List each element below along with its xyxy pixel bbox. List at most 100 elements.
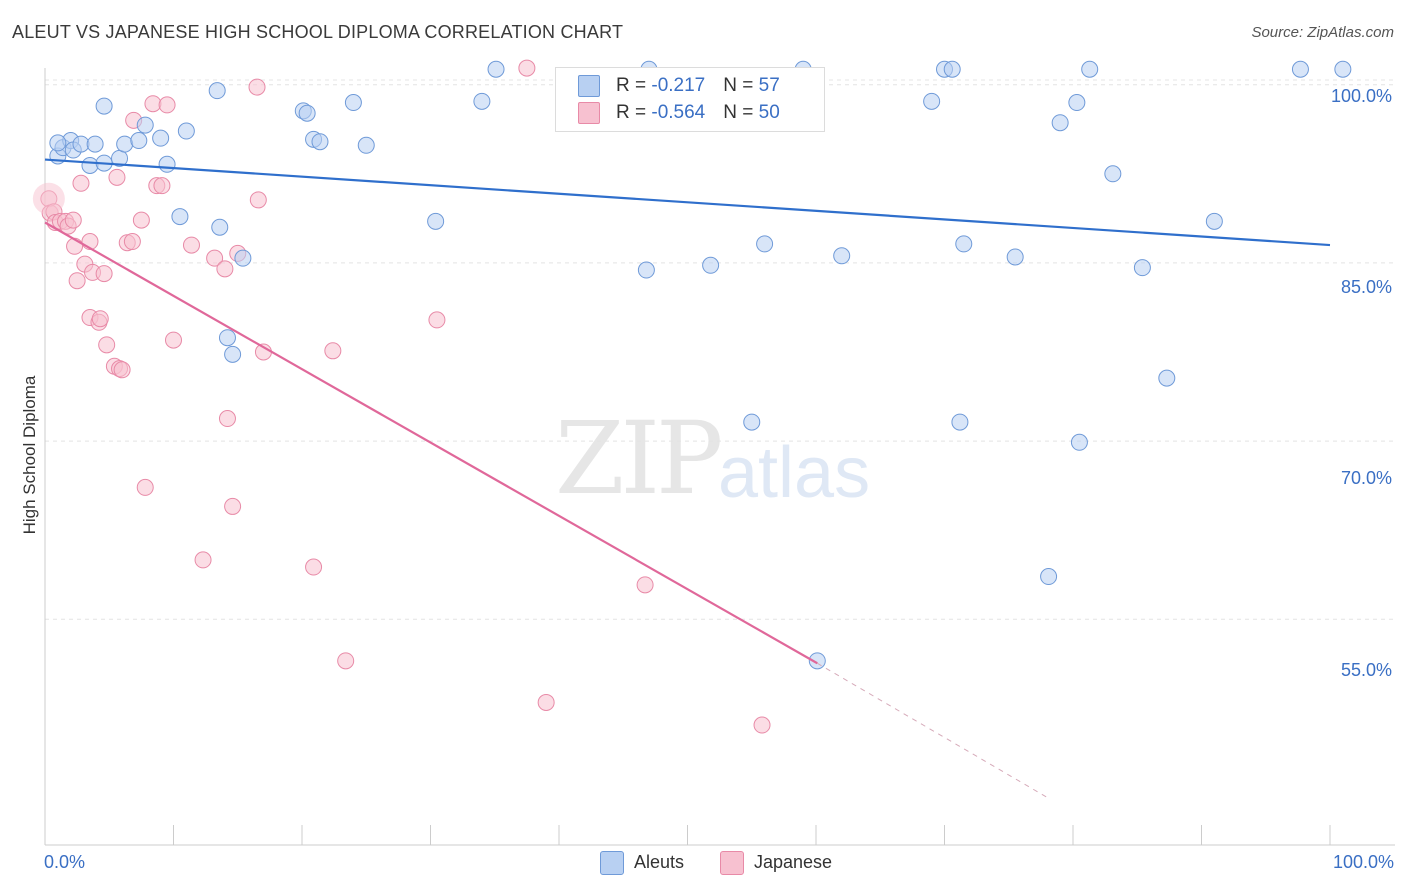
aleuts-point-12 (136, 116, 154, 134)
japanese-point-34 (194, 551, 212, 569)
japanese-point-18 (98, 336, 116, 354)
japanese-point-20 (108, 168, 126, 186)
aleuts-point-11 (130, 132, 148, 150)
aleuts-point-50 (1104, 165, 1122, 183)
aleuts-point-21 (234, 249, 252, 267)
japanese-point-26 (132, 211, 150, 229)
y-tick-label-100: 100.0% (1330, 86, 1392, 106)
aleuts-point-26 (344, 94, 362, 112)
japanese-n-value: 50 (758, 102, 780, 124)
japanese-n-label: N = (723, 102, 759, 124)
aleuts-swatch-icon (578, 75, 600, 97)
japanese-point-28 (144, 95, 162, 113)
japanese-point-40 (248, 78, 266, 96)
aleuts-n-value: 57 (758, 75, 780, 97)
aleuts-point-5 (81, 156, 99, 174)
japanese-point-22 (113, 361, 131, 379)
japanese-point-50 (753, 716, 771, 734)
aleuts-point-54 (1291, 60, 1309, 78)
japanese-point-27 (136, 478, 154, 496)
aleuts-point-23 (298, 104, 316, 122)
aleuts-point-43 (955, 235, 973, 253)
japanese-point-30 (153, 177, 171, 195)
aleuts-point-55 (1334, 60, 1352, 78)
aleuts-point-7 (95, 97, 113, 115)
aleuts-point-46 (1051, 114, 1069, 132)
aleuts-trend-line (44, 158, 1331, 247)
aleuts-legend-icon (600, 851, 624, 875)
japanese-point-9 (68, 272, 86, 290)
aleuts-point-27 (357, 136, 375, 154)
japanese-point-48 (537, 693, 555, 711)
correlation-legend: R = -0.217 N = 57 R = -0.564 N = 50 (555, 67, 825, 132)
japanese-point-33 (182, 236, 200, 254)
aleuts-point-53 (1205, 212, 1223, 230)
watermark-zip: ZIP (555, 400, 723, 517)
aleuts-point-56 (49, 134, 67, 152)
aleuts-point-6 (86, 135, 104, 153)
bottom-legend-aleuts: Aleuts (600, 851, 684, 875)
aleuts-point-38 (833, 247, 851, 265)
japanese-point-41 (249, 191, 267, 209)
aleuts-r-label: R = (616, 75, 652, 97)
japanese-point-38 (224, 497, 242, 515)
japanese-swatch-icon (578, 102, 600, 124)
watermark-atlas: atlas (718, 433, 871, 513)
x-tick-label-0: 0.0% (44, 852, 86, 872)
japanese-point-37 (218, 410, 236, 428)
y-tick-label-70: 70.0% (1340, 468, 1392, 488)
aleuts-point-17 (208, 82, 226, 100)
japanese-legend-label: Japanese (754, 851, 833, 872)
japanese-point-46 (428, 311, 446, 329)
aleuts-point-18 (211, 218, 229, 236)
japanese-point-47 (518, 59, 536, 77)
x-tick-label-100: 100.0% (1332, 852, 1394, 872)
aleuts-n-label: N = (723, 75, 759, 97)
japanese-point-45 (337, 652, 355, 670)
aleuts-point-31 (637, 261, 655, 279)
aleuts-point-30 (487, 60, 505, 78)
y-tick-label-55: 55.0% (1340, 660, 1392, 680)
japanese-legend-icon (720, 851, 744, 875)
aleuts-point-49 (1081, 60, 1099, 78)
japanese-point-10 (72, 174, 90, 192)
japanese-point-44 (324, 342, 342, 360)
aleuts-point-4 (72, 135, 90, 153)
legend-row-japanese: R = -0.564 N = 50 (578, 102, 780, 126)
aleuts-point-25 (311, 133, 329, 151)
aleuts-point-51 (1133, 259, 1151, 277)
japanese-point-17 (95, 265, 113, 283)
aleuts-point-41 (943, 60, 961, 78)
aleuts-point-16 (177, 122, 195, 140)
aleuts-point-39 (923, 92, 941, 110)
chart-source: Source: ZipAtlas.com (1251, 24, 1394, 41)
japanese-point-8 (66, 237, 84, 255)
aleuts-point-14 (158, 155, 176, 173)
bottom-legend-japanese: Japanese (720, 851, 832, 875)
aleuts-point-37 (808, 652, 826, 670)
aleuts-point-19 (218, 329, 236, 347)
aleuts-point-42 (951, 413, 969, 431)
aleuts-point-34 (743, 413, 761, 431)
aleuts-point-35 (756, 235, 774, 253)
japanese-point-43 (305, 558, 323, 576)
aleuts-point-45 (1040, 568, 1058, 586)
aleuts-point-52 (1158, 369, 1176, 387)
aleuts-point-44 (1006, 248, 1024, 266)
japanese-point-49 (636, 576, 654, 594)
japanese-point-cluster (32, 182, 65, 215)
aleuts-point-29 (473, 92, 491, 110)
aleuts-point-13 (152, 129, 170, 147)
aleuts-point-47 (1068, 94, 1086, 112)
y-tick-label-85: 85.0% (1340, 277, 1392, 297)
japanese-point-7 (64, 211, 82, 229)
aleuts-legend-label: Aleuts (634, 851, 685, 872)
japanese-point-24 (123, 233, 141, 251)
japanese-point-35 (206, 249, 224, 267)
aleuts-r-value: -0.217 (651, 75, 706, 97)
aleuts-point-28 (427, 212, 445, 230)
japanese-trend-line (44, 221, 818, 665)
aleuts-point-33 (702, 256, 720, 274)
japanese-r-value: -0.564 (651, 102, 706, 124)
